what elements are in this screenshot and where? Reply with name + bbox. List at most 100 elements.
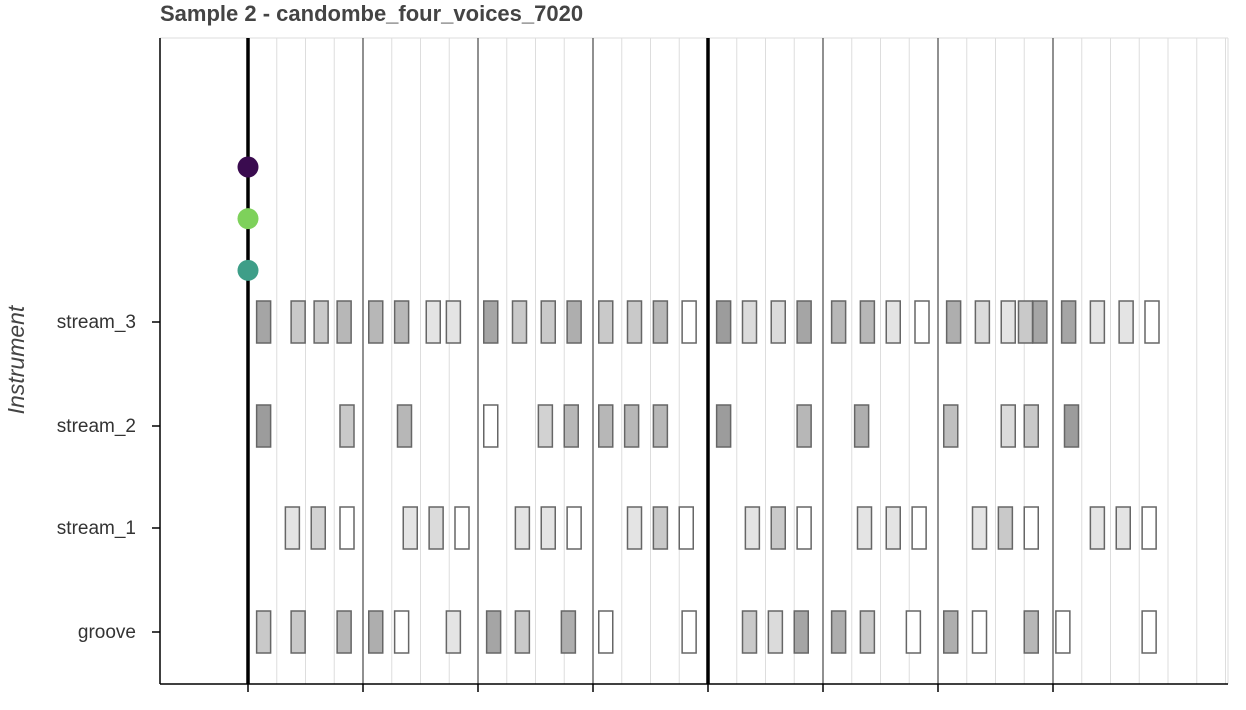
note-stream_1 xyxy=(284,506,301,550)
note-stream_3 xyxy=(945,300,962,344)
note-stream_2 xyxy=(1000,404,1016,448)
grid-layer xyxy=(160,37,1229,684)
note-stream_2 xyxy=(339,404,355,448)
note-stream_1 xyxy=(744,506,761,550)
note-stream_3 xyxy=(626,300,643,344)
note-stream_2 xyxy=(652,404,669,448)
note-stream_2 xyxy=(853,404,870,448)
note-stream_1 xyxy=(310,506,326,550)
y-tick-label: stream_1 xyxy=(57,518,136,539)
note-stream_3 xyxy=(741,300,758,344)
note-stream_1 xyxy=(514,506,531,550)
note-stream_3 xyxy=(652,300,669,344)
note-stream_3 xyxy=(368,300,384,344)
note-stream_3 xyxy=(770,300,786,344)
note-stream_3 xyxy=(796,300,812,344)
note-groove xyxy=(681,610,697,654)
note-stream_3 xyxy=(290,300,306,344)
y-tick-label: stream_3 xyxy=(57,312,136,333)
note-stream_2 xyxy=(715,404,732,448)
note-groove xyxy=(741,610,758,654)
note-stream_3 xyxy=(393,300,410,344)
note-groove xyxy=(393,610,410,654)
note-stream_1 xyxy=(971,506,988,550)
note-stream_1 xyxy=(1023,506,1039,550)
note-groove xyxy=(971,610,988,654)
chart-title: Sample 2 - candombe_four_voices_7020 xyxy=(160,1,584,26)
note-stream_3 xyxy=(1017,300,1034,344)
note-stream_2 xyxy=(1063,404,1080,448)
note-stream_3 xyxy=(1032,300,1048,344)
note-stream_3 xyxy=(313,300,329,344)
note-stream_3 xyxy=(336,300,352,344)
note-stream_3 xyxy=(540,300,556,344)
note-stream_1 xyxy=(1141,506,1157,550)
note-stream_2 xyxy=(537,404,554,448)
note-groove xyxy=(598,610,614,654)
onset-marker xyxy=(237,156,259,178)
note-stream_3 xyxy=(598,300,614,344)
note-groove xyxy=(1055,610,1071,654)
note-groove xyxy=(859,610,876,654)
note-stream_3 xyxy=(255,300,272,344)
y-tick-label: groove xyxy=(78,622,136,643)
note-groove xyxy=(767,610,784,654)
note-stream_1 xyxy=(997,506,1014,550)
note-stream_1 xyxy=(566,506,582,550)
note-stream_1 xyxy=(626,506,643,550)
note-stream_2 xyxy=(1023,404,1039,448)
note-stream_2 xyxy=(483,404,499,448)
note-stream_3 xyxy=(1118,300,1134,344)
markers-layer xyxy=(237,156,259,281)
y-axis-label: Instrument xyxy=(3,304,29,414)
note-stream_2 xyxy=(563,404,579,448)
note-stream_1 xyxy=(885,506,901,550)
note-stream_3 xyxy=(425,300,441,344)
notes-layer xyxy=(255,300,1160,654)
note-stream_3 xyxy=(1144,300,1160,344)
note-stream_1 xyxy=(402,506,418,550)
note-stream_2 xyxy=(598,404,614,448)
note-stream_3 xyxy=(1060,300,1077,344)
note-stream_3 xyxy=(859,300,876,344)
note-stream_1 xyxy=(339,506,355,550)
note-stream_3 xyxy=(483,300,499,344)
y-tick-label: stream_2 xyxy=(57,416,136,437)
onset-marker xyxy=(237,259,259,281)
note-stream_1 xyxy=(1089,506,1106,550)
note-stream_2 xyxy=(255,404,272,448)
note-stream_1 xyxy=(856,506,873,550)
note-stream_1 xyxy=(1115,506,1131,550)
note-groove xyxy=(943,610,959,654)
note-groove xyxy=(830,610,847,654)
note-stream_2 xyxy=(396,404,413,448)
note-stream_2 xyxy=(623,404,640,448)
note-stream_3 xyxy=(681,300,697,344)
note-stream_3 xyxy=(974,300,991,344)
note-groove xyxy=(336,610,352,654)
note-stream_1 xyxy=(796,506,812,550)
note-groove xyxy=(445,610,462,654)
note-stream_3 xyxy=(1000,300,1016,344)
note-groove xyxy=(560,610,577,654)
note-stream_2 xyxy=(796,404,812,448)
note-stream_3 xyxy=(511,300,528,344)
note-stream_3 xyxy=(885,300,901,344)
note-stream_1 xyxy=(678,506,694,550)
note-stream_1 xyxy=(428,506,444,550)
note-groove xyxy=(290,610,306,654)
onset-marker xyxy=(237,208,259,230)
note-groove xyxy=(514,610,531,654)
note-stream_1 xyxy=(454,506,470,550)
note-groove xyxy=(1141,610,1157,654)
note-stream_3 xyxy=(914,300,930,344)
note-stream_3 xyxy=(830,300,847,344)
note-stream_1 xyxy=(652,506,669,550)
note-stream_3 xyxy=(566,300,582,344)
note-groove xyxy=(905,610,922,654)
note-stream_1 xyxy=(540,506,556,550)
note-stream_1 xyxy=(770,506,786,550)
note-groove xyxy=(793,610,809,654)
